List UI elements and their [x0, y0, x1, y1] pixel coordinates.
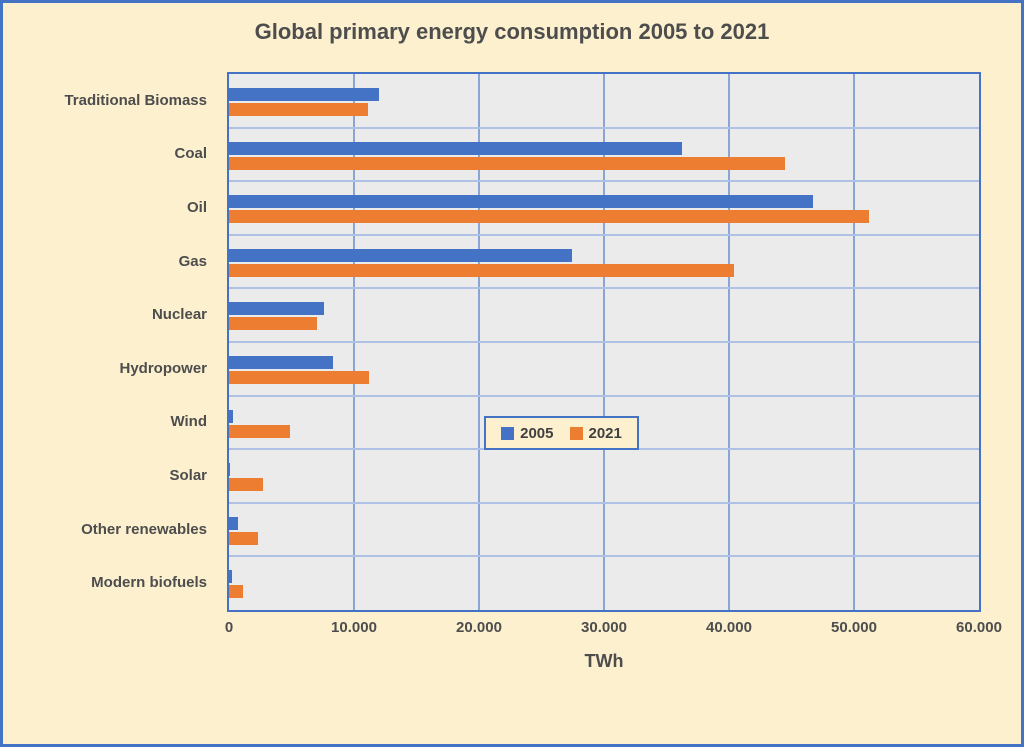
- horizontal-gridline: [229, 126, 979, 129]
- bar-2021-modern-biofuels: [229, 585, 243, 599]
- bar-2021-oil: [229, 210, 869, 224]
- legend-swatch-2005-icon: [501, 426, 515, 440]
- x-tick-label: 40.000: [706, 619, 752, 636]
- bar-2005-gas: [229, 248, 572, 262]
- bar-2005-modern-biofuels: [229, 570, 233, 584]
- x-tick-label: 0: [224, 619, 234, 636]
- horizontal-gridline: [229, 501, 979, 504]
- category-label: Solar: [169, 467, 207, 484]
- bar-2021-nuclear: [229, 317, 317, 331]
- horizontal-gridline: [229, 394, 979, 397]
- horizontal-gridline: [229, 341, 979, 343]
- horizontal-gridline: [229, 287, 979, 290]
- legend-item-2021: 2021: [569, 424, 622, 442]
- category-label: Traditional Biomass: [64, 91, 207, 109]
- horizontal-gridline: [229, 233, 979, 236]
- legend: 2005 2021: [484, 416, 639, 450]
- category-label: Modern biofuels: [91, 574, 207, 592]
- x-tick-label: 50.000: [831, 619, 877, 636]
- category-label: Wind: [170, 413, 207, 431]
- x-tick-label: 10.000: [331, 619, 377, 636]
- bar-2005-other-renewables: [229, 516, 238, 530]
- bar-2021-wind: [229, 424, 291, 438]
- bar-2021-solar: [229, 478, 263, 492]
- x-tick-label: 60.000: [956, 619, 1002, 636]
- category-label: Nuclear: [151, 306, 207, 324]
- bar-2021-traditional-biomass: [229, 103, 368, 116]
- bar-2021-hydropower: [229, 371, 369, 384]
- x-axis-label: TWh: [584, 651, 624, 671]
- chart-title: Global primary energy consumption 2005 t…: [254, 19, 770, 44]
- horizontal-gridline: [229, 180, 979, 183]
- bar-2021-gas: [229, 263, 734, 277]
- legend-swatch-2021-icon: [569, 426, 583, 440]
- bar-2021-coal: [229, 156, 786, 170]
- bar-2005-oil: [229, 195, 813, 209]
- bar-2005-wind: [229, 409, 233, 423]
- category-label: Hydropower: [119, 359, 207, 377]
- category-label: Other renewables: [81, 520, 207, 538]
- legend-item-2005: 2005: [501, 424, 554, 442]
- plot-area: 2005 2021: [227, 72, 981, 612]
- category-label: Oil: [186, 199, 207, 216]
- horizontal-gridline: [229, 555, 979, 558]
- bar-2005-nuclear: [229, 302, 324, 316]
- bar-2005-hydropower: [229, 356, 333, 369]
- category-label: Coal: [174, 145, 207, 163]
- category-label: Gas: [178, 252, 207, 270]
- legend-label-2021: 2021: [588, 424, 622, 442]
- bar-2005-coal: [229, 141, 682, 155]
- bar-2005-solar: [229, 463, 230, 477]
- bar-2021-other-renewables: [229, 531, 259, 545]
- bar-2005-traditional-biomass: [229, 88, 379, 101]
- legend-label-2005: 2005: [520, 424, 554, 442]
- x-tick-label: 30.000: [581, 619, 627, 636]
- x-tick-label: 20.000: [456, 619, 502, 636]
